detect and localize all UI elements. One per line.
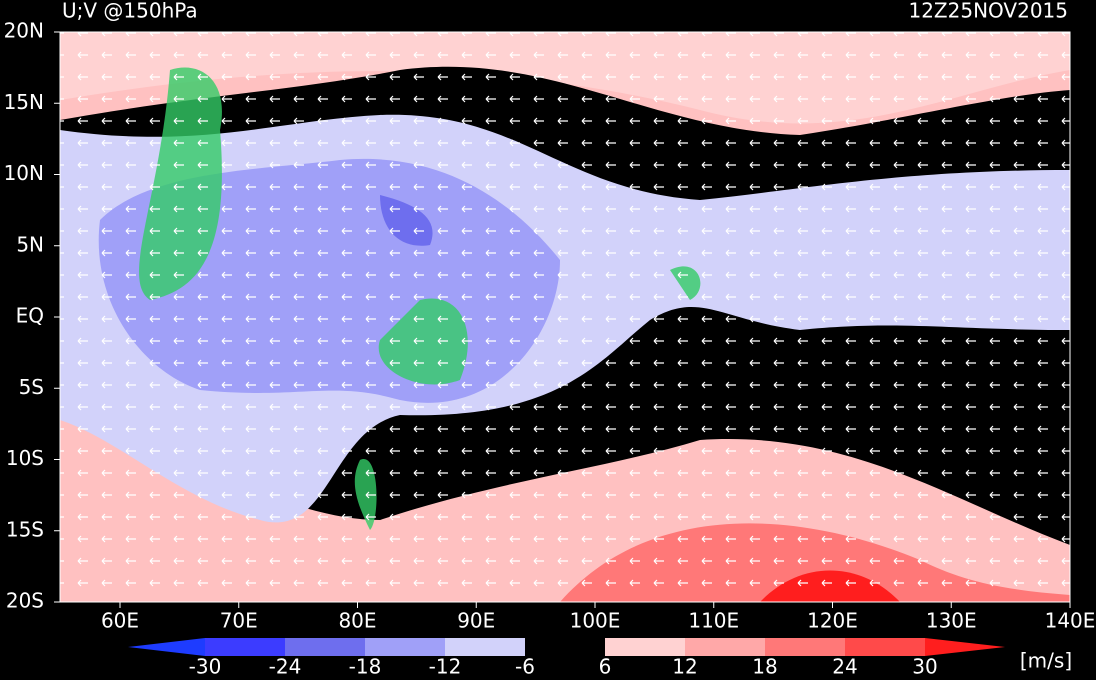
colorbar-label: -18 (349, 655, 382, 679)
colorbar-label: -6 (515, 655, 535, 679)
colorbar-label: -30 (189, 655, 222, 679)
colorbar-units: [m/s] (1020, 649, 1072, 673)
lat-label: 10S (6, 446, 44, 470)
colorbar-segment (445, 638, 525, 656)
lon-label: 130E (926, 609, 977, 633)
valid-time: 12Z25NOV2015 (908, 0, 1068, 23)
lat-axis: 20N 15N 10N 5N EQ 5S 10S 15S 20S (4, 19, 60, 613)
colorbar-segment (285, 638, 365, 656)
lon-label: 110E (688, 609, 739, 633)
lon-label: 140E (1045, 609, 1096, 633)
lon-label: 120E (807, 609, 858, 633)
colorbar-label: -24 (269, 655, 302, 679)
colorbar-label: 30 (912, 655, 937, 679)
lon-label: 80E (338, 609, 376, 633)
colorbar-label: -12 (429, 655, 462, 679)
lat-label: 15N (4, 90, 44, 114)
lon-label: 100E (570, 609, 621, 633)
colorbar-label: 18 (752, 655, 777, 679)
colorbar-label: 12 (672, 655, 697, 679)
lat-label: 15S (6, 517, 44, 541)
wind-vectors (60, 32, 1070, 602)
colorbar-segment (685, 638, 765, 656)
lat-label: 10N (4, 161, 44, 185)
colorbar-segment (845, 638, 925, 656)
colorbar-arrow (925, 638, 1005, 656)
lat-label: 20S (6, 589, 44, 613)
title: U;V @150hPa (62, 0, 198, 23)
colorbar-segment (605, 638, 685, 656)
lon-label: 70E (220, 609, 258, 633)
lat-label: EQ (16, 304, 44, 328)
lat-label: 5S (19, 375, 44, 399)
colorbar-label: 6 (599, 655, 612, 679)
lon-label: 60E (101, 609, 139, 633)
colorbar-label: 24 (832, 655, 857, 679)
colorbar-segment (765, 638, 845, 656)
lon-axis: 60E 70E 80E 90E 100E 110E 120E 130E 140E (101, 602, 1095, 633)
lat-label: 5N (16, 232, 44, 256)
lon-label: 90E (457, 609, 495, 633)
colorbar-segment (205, 638, 285, 656)
colorbar-arrow (128, 638, 205, 656)
colorbar-segment (525, 638, 605, 656)
colorbar-segment (365, 638, 445, 656)
wind-field (60, 32, 1070, 602)
colorbar: -30 -24 -18 -12 -6 6 12 18 24 30 (128, 638, 1005, 679)
lat-label: 20N (4, 19, 44, 43)
